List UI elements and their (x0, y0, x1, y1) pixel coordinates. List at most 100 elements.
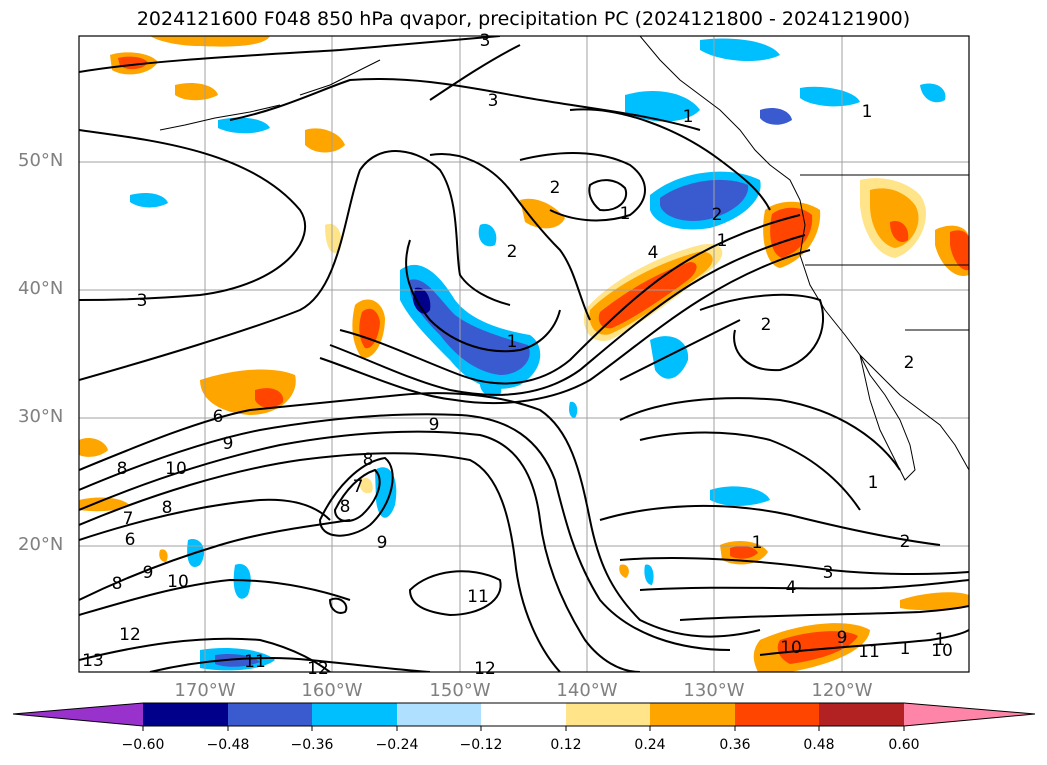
contour-line (639, 431, 861, 511)
contour-label: 12 (474, 659, 496, 679)
contour-label: 13 (82, 651, 104, 671)
contour-label: 11 (467, 587, 489, 607)
precip-negative-patch (800, 86, 860, 107)
contour-line (149, 657, 431, 672)
contour-label: 1 (507, 332, 518, 352)
lat-label-40n: 40°N (18, 278, 64, 299)
coastline-baja (859, 354, 916, 481)
precip-positive-patch (79, 438, 108, 457)
precip-negative-patch (625, 90, 700, 122)
lon-label-150w: 150°W (429, 680, 491, 701)
contour-line (699, 293, 825, 372)
lat-label-50n: 50°N (18, 150, 64, 171)
contour-label: 6 (125, 530, 136, 550)
contour-label: 3 (823, 563, 834, 583)
contour-label: 1 (900, 639, 911, 659)
contour-label: 9 (837, 628, 848, 648)
precip-shading (79, 36, 969, 672)
contour-line (79, 36, 501, 73)
contour-label: 8 (112, 574, 123, 594)
contour-line (229, 78, 701, 131)
lon-label-170w: 170°W (174, 680, 236, 701)
colorbar-segment (228, 703, 312, 726)
contour-line (79, 578, 351, 616)
precip-positive-patch (159, 549, 168, 562)
contour-label: 2 (761, 315, 772, 335)
contour-label: 7 (353, 477, 364, 497)
colorbar-label: −0.48 (206, 737, 250, 753)
contour-line (619, 557, 969, 576)
contour-label: 9 (143, 563, 154, 583)
contour-line (79, 430, 641, 672)
colorbar-label: 0.60 (888, 737, 920, 753)
precip-negative-patch (920, 83, 946, 103)
contour-label: 2 (900, 532, 911, 552)
precip-positive-patch (175, 83, 218, 101)
contour-line (429, 44, 521, 101)
contour-line (759, 629, 969, 656)
lon-label-120w: 120°W (811, 680, 873, 701)
colorbar-segment (143, 703, 228, 726)
contour-label: 3 (488, 91, 499, 111)
contour-label: 2 (507, 242, 518, 262)
precip-negative-patch (218, 117, 270, 134)
precip-negative-patch (700, 38, 780, 62)
precip-positive-patch (359, 477, 373, 494)
colorbar-segment (481, 703, 566, 726)
precip-negative-patch (660, 179, 749, 221)
colorbar-extend-high (904, 703, 1035, 726)
coastline-island (299, 59, 381, 96)
lon-label-160w: 160°W (301, 680, 363, 701)
colorbar-extend-low (13, 703, 143, 726)
contour-label: 1 (683, 107, 694, 127)
colorbar-label: −0.60 (121, 737, 165, 753)
contour-line (333, 468, 381, 522)
contour-line (328, 597, 348, 614)
precip-positive-patch (255, 388, 284, 408)
contour-line (79, 519, 351, 601)
precip-negative-patch (130, 192, 168, 208)
contour-label: 10 (931, 641, 953, 661)
contour-line (599, 504, 941, 546)
colorbar-segment (735, 703, 819, 726)
contour-label: 1 (620, 204, 631, 224)
lat-label-30n: 30°N (18, 406, 64, 427)
lat-label-20n: 20°N (18, 534, 64, 555)
contour-labels: 3 3 3 2 1 2 1 2 1 2 6 9 9 10 8 8 7 6 9 8… (82, 31, 953, 679)
contour-label: 4 (786, 578, 797, 598)
map-frame (78, 35, 970, 673)
precip-negative-patch (650, 336, 689, 379)
contour-label: 1 (935, 630, 946, 650)
contour-label: 1 (862, 102, 873, 122)
contour-label: 8 (340, 497, 351, 517)
precip-positive-patch (79, 497, 130, 512)
contour-label: 1 (717, 231, 728, 251)
contour-line (405, 239, 561, 353)
contour-label: 3 (480, 31, 491, 51)
contour-line (619, 397, 901, 471)
colorbar-label: −0.24 (375, 737, 419, 753)
contour-line (79, 498, 331, 541)
contour-label: 11 (244, 652, 266, 672)
colorbar-label: 0.12 (550, 737, 582, 753)
contour-line (79, 413, 731, 651)
colorbar-segment (397, 703, 481, 726)
precip-positive-patch (150, 36, 270, 47)
colorbar-segment (566, 703, 650, 726)
colorbar-segment (819, 703, 904, 726)
contour-line (79, 392, 761, 638)
precip-negative-patch (760, 108, 792, 125)
coastlines (159, 36, 969, 481)
precip-negative-patch (569, 401, 578, 418)
precip-negative-patch (644, 564, 654, 585)
precip-positive-patch (305, 128, 345, 153)
contour-line (79, 452, 561, 672)
contour-line (569, 108, 771, 211)
contour-line (429, 153, 591, 321)
contour-line (319, 249, 811, 405)
contour-line (408, 570, 502, 617)
precip-positive-patch (619, 564, 629, 578)
colorbar-segment (650, 703, 735, 726)
contour-label: 9 (223, 434, 234, 454)
precip-positive-patch (777, 631, 858, 664)
